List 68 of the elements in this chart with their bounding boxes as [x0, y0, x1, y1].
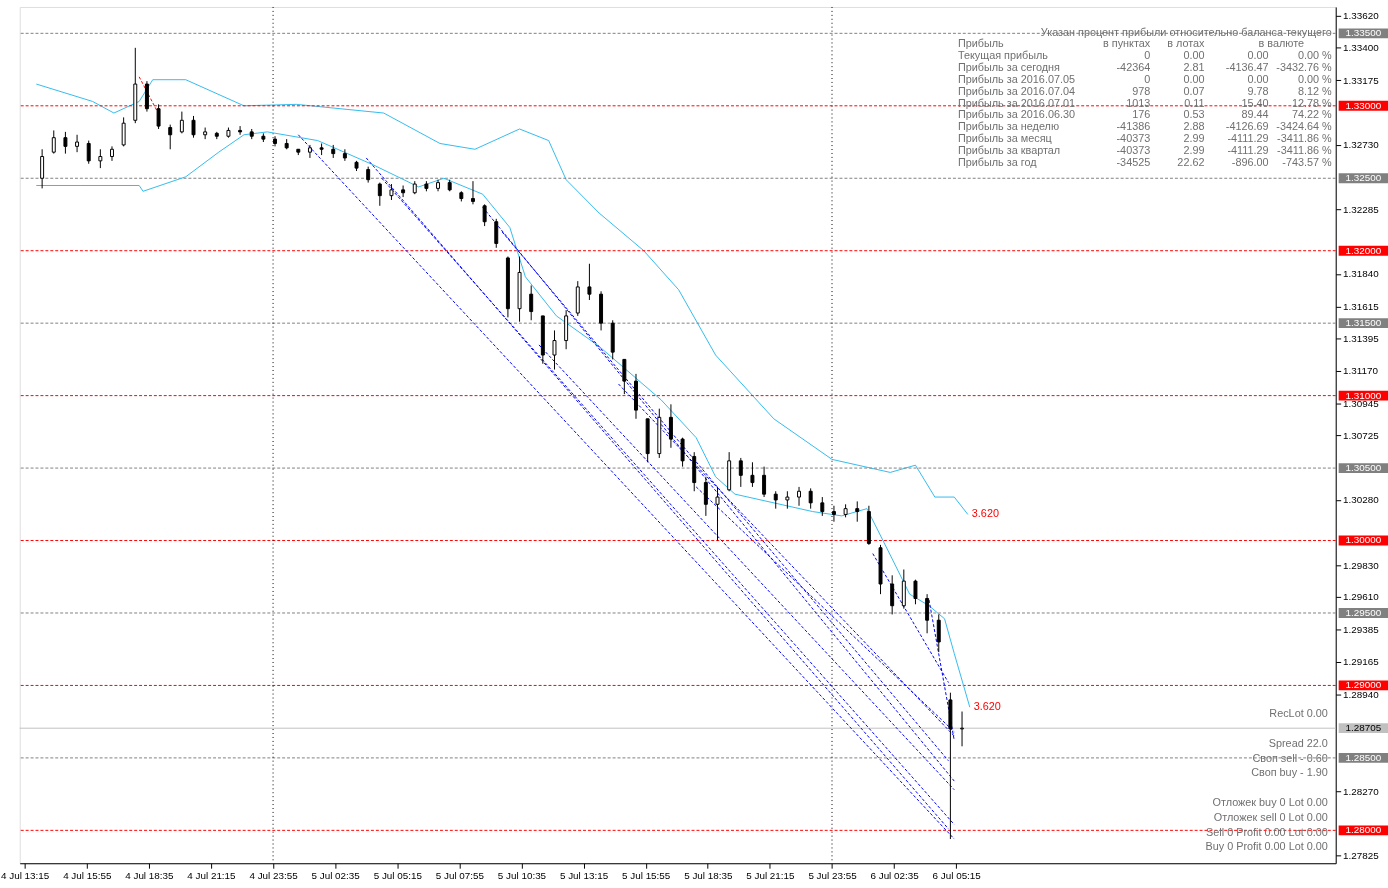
- annotation: 3.620: [973, 700, 1001, 713]
- y-tick-label: 1.31395: [1343, 332, 1380, 344]
- x-tick-label: 6 Jul 02:35: [870, 869, 920, 881]
- x-tick-label: 5 Jul 02:35: [311, 869, 361, 881]
- annotation: Своп buy - 1.90: [1251, 766, 1328, 779]
- y-tick-label: 1.31615: [1343, 300, 1380, 312]
- ref-line-label: 1.31000: [1345, 389, 1382, 401]
- annotation: Указан процент прибыли относительно баланса текущего: [1040, 25, 1332, 38]
- text: Прибыль за сегодня -42364 2.81 -4136.47 -3432.76 %: [957, 61, 1332, 74]
- annotation: 3.620: [971, 507, 999, 520]
- y-tick-label: 1.32285: [1343, 203, 1380, 215]
- x-tick-label: 4 Jul 23:55: [249, 869, 299, 881]
- ref-line-label: 1.31500: [1345, 317, 1382, 329]
- y-tick-label: 1.30945: [1343, 398, 1380, 410]
- y-tick-label: 1.33175: [1343, 74, 1380, 86]
- y-tick-label: 1.30280: [1343, 494, 1380, 506]
- y-tick-label: 1.31170: [1343, 365, 1379, 377]
- x-tick-label: 5 Jul 23:55: [808, 869, 858, 881]
- annotation: Отложек buy 0 Lot 0.00: [1212, 796, 1328, 809]
- y-tick-label: 1.29165: [1343, 655, 1380, 667]
- ref-line-label: 1.30000: [1345, 534, 1382, 546]
- ref-line-label: 1.28500: [1345, 751, 1382, 763]
- y-tick-label: 1.33620: [1343, 10, 1380, 22]
- text: Прибыль за неделю -41386 2.88 -4126.69 -3424.64 %: [957, 120, 1332, 133]
- x-tick-label: 6 Jul 05:15: [932, 869, 982, 881]
- y-tick-label: 1.29610: [1343, 591, 1380, 603]
- y-tick-label: 1.28270: [1343, 785, 1380, 797]
- x-tick-label: 5 Jul 07:55: [435, 869, 485, 881]
- x-tick-label: 4 Jul 15:55: [63, 869, 112, 881]
- x-tick-label: 5 Jul 21:15: [746, 869, 796, 881]
- x-tick-label: 5 Jul 13:15: [559, 869, 609, 881]
- annotation: RecLot 0.00: [1269, 707, 1328, 720]
- ref-line-label: 1.28000: [1345, 824, 1382, 836]
- x-tick-label: 4 Jul 18:35: [125, 869, 174, 881]
- ref-line-label: 1.29500: [1345, 606, 1382, 618]
- ref-line-label: 1.32000: [1345, 244, 1382, 256]
- y-tick-label: 1.29830: [1343, 559, 1380, 571]
- text: Прибыль за 2016.07.04 978 0.07 9.78 8.12 %: [957, 84, 1332, 97]
- annotation: Buy 0 Profit 0.00 Lot 0.00: [1205, 840, 1328, 853]
- x-tick-label: 4 Jul 21:15: [187, 869, 237, 881]
- text: Прибыль за месяц -40373 2.99 -4111.29 -3411.86 %: [957, 132, 1332, 145]
- annotation: Отложек sell 0 Lot 0.00: [1213, 810, 1328, 823]
- text: Прибыль за 2016.06.30 176 0.53 89.44 74.22 %: [957, 108, 1332, 121]
- y-tick-label: 1.27825: [1343, 850, 1380, 862]
- y-tick-label: 1.30725: [1343, 429, 1380, 441]
- ref-line-label: 1.33000: [1345, 99, 1382, 111]
- annotation: Spread 22.0: [1268, 736, 1328, 749]
- x-tick-label: 5 Jul 10:35: [497, 869, 547, 881]
- ref-line-label: 1.32500: [1345, 172, 1382, 184]
- x-tick-label: 5 Jul 15:55: [622, 869, 671, 881]
- annotation: Своп sell - 0.60: [1252, 751, 1328, 764]
- text: Прибыль за 2016.07.05 0 0.00 0.00 0.00 %: [957, 72, 1332, 85]
- text: Прибыль за год -34525 22.62 -896.00 -743.57 %: [957, 155, 1332, 168]
- y-tick-label: 1.31840: [1343, 268, 1380, 280]
- ref-line-label: 1.28705: [1345, 722, 1382, 734]
- x-tick-label: 4 Jul 13:15: [1, 869, 50, 881]
- y-tick-label: 1.33400: [1343, 42, 1380, 54]
- ref-line-label: 1.30500: [1345, 462, 1382, 474]
- ref-line-label: 1.29000: [1345, 679, 1382, 691]
- y-tick-label: 1.29385: [1343, 624, 1380, 636]
- y-tick-label: 1.28940: [1343, 688, 1380, 700]
- x-tick-label: 5 Jul 05:15: [373, 869, 423, 881]
- ref-line-label: 1.33500: [1345, 27, 1382, 39]
- x-tick-label: 5 Jul 18:35: [684, 869, 733, 881]
- y-tick-label: 1.32730: [1343, 139, 1380, 151]
- text: Прибыль за квартал -40373 2.99 -4111.29 -3411.86 %: [957, 143, 1332, 156]
- text: Прибыль в пунктах в лотах в валюте: [957, 37, 1305, 50]
- text: Текущая прибыль 0 0.00 0.00 0.00 %: [957, 49, 1332, 62]
